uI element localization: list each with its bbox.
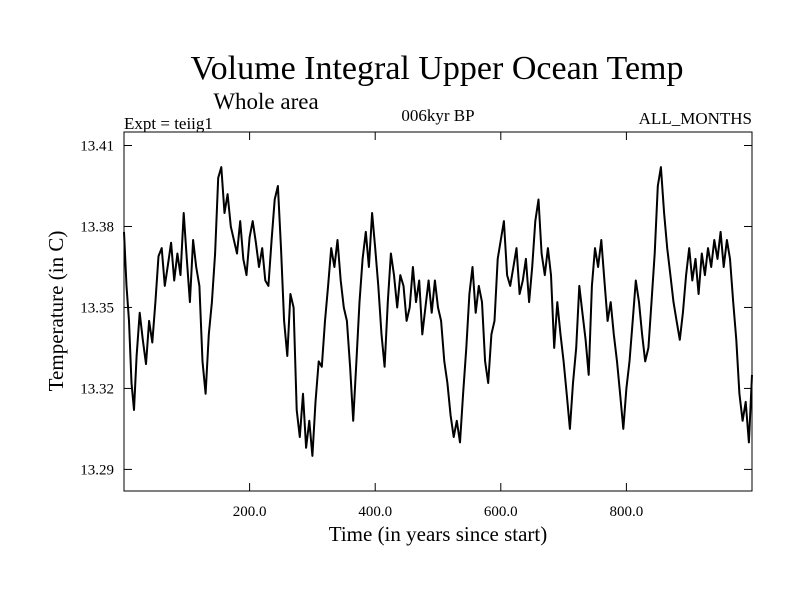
period-label: 006kyr BP bbox=[401, 106, 474, 125]
chart-subtitle: Whole area bbox=[213, 89, 318, 114]
experiment-label: Expt = teiig1 bbox=[124, 114, 213, 133]
x-tick-label: 200.0 bbox=[233, 504, 267, 520]
y-tick-label: 13.41 bbox=[80, 138, 114, 154]
y-axis-label: Temperature (in C) bbox=[44, 231, 68, 392]
y-tick-label: 13.38 bbox=[80, 219, 114, 235]
x-axis: 200.0 400.0 600.0 800.0 bbox=[233, 132, 644, 520]
x-tick-label: 400.0 bbox=[358, 504, 392, 520]
y-tick-label: 13.32 bbox=[80, 381, 114, 397]
x-tick-label: 800.0 bbox=[610, 504, 644, 520]
months-label: ALL_MONTHS bbox=[639, 109, 752, 128]
series-line bbox=[123, 166, 753, 457]
y-tick-label: 13.29 bbox=[80, 462, 114, 478]
x-tick-label: 600.0 bbox=[484, 504, 518, 520]
plot-frame bbox=[123, 131, 753, 492]
chart-title: Volume Integral Upper Ocean Temp bbox=[191, 50, 684, 87]
y-tick-label: 13.35 bbox=[80, 300, 114, 316]
y-axis: 13.29 13.32 13.35 13.38 13.41 bbox=[80, 138, 752, 478]
x-axis-label: Time (in years since start) bbox=[329, 522, 548, 546]
